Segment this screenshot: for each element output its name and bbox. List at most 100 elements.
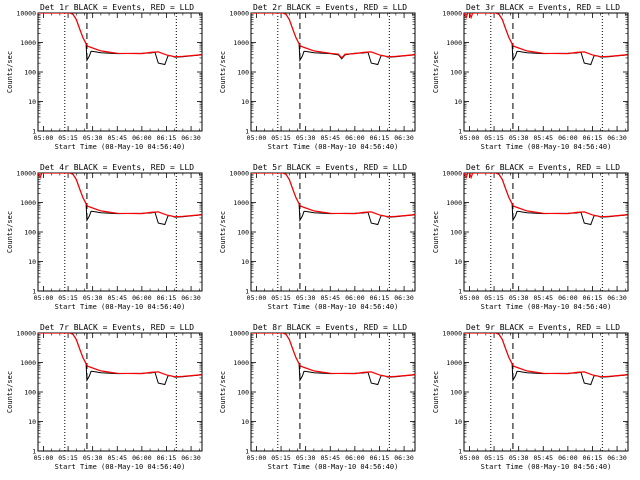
lld-line: [38, 13, 202, 58]
chart-panel-3: Det 3r BLACK = Events, RED = LLD 1 10 100 10…: [432, 3, 629, 151]
plot-frame: [250, 12, 416, 132]
x-tick-label: 06:15: [157, 454, 177, 462]
x-tick-label: 06:00: [345, 454, 365, 462]
x-tick-label: 05:30: [509, 454, 529, 462]
x-tick-label: 06:15: [370, 454, 390, 462]
lld-line: [464, 173, 628, 218]
x-tick-label: 06:00: [345, 134, 365, 142]
y-tick-label: 10: [28, 98, 36, 106]
x-tick-label: 06:00: [132, 294, 152, 302]
y-tick-label: 1: [458, 448, 462, 456]
y-tick-label: 10: [454, 258, 462, 266]
y-tick-label: 1000: [20, 39, 36, 47]
y-tick-label: 10000: [442, 330, 462, 338]
x-tick-label: 05:45: [533, 134, 553, 142]
plot-frame: [37, 12, 203, 132]
x-tick-label: 06:30: [181, 134, 201, 142]
y-tick-label: 100: [237, 69, 249, 77]
y-axis-label: Counts/sec: [219, 211, 227, 253]
x-tick-label: 06:30: [394, 294, 414, 302]
x-tick-label: 05:30: [296, 134, 316, 142]
plot-frame: [463, 332, 629, 452]
plot-frame: [463, 172, 629, 292]
x-tick-label: 05:15: [484, 454, 504, 462]
chart-panel-6: Det 6r BLACK = Events, RED = LLD 1 10 100 10…: [432, 163, 629, 311]
x-tick-label: 05:30: [83, 454, 103, 462]
x-tick-label: 06:30: [607, 294, 627, 302]
x-tick-label: 05:00: [247, 454, 267, 462]
y-tick-label: 100: [237, 229, 249, 237]
x-tick-label: 05:45: [107, 294, 127, 302]
x-tick-label: 06:15: [370, 294, 390, 302]
y-tick-label: 1: [245, 288, 249, 296]
x-tick-label: 06:30: [181, 294, 201, 302]
chart-title: Det 1r BLACK = Events, RED = LLD: [40, 3, 194, 12]
chart-panel-9: Det 9r BLACK = Events, RED = LLD 1 10 100 10…: [432, 323, 629, 471]
y-axis-label: Counts/sec: [6, 51, 14, 93]
x-tick-label: 05:00: [460, 454, 480, 462]
lld-line: [251, 333, 415, 378]
y-tick-label: 1000: [233, 359, 249, 367]
chart-title: Det 8r BLACK = Events, RED = LLD: [253, 323, 407, 332]
lld-line: [38, 333, 202, 378]
chart-panel-8: Det 8r BLACK = Events, RED = LLD 1 10 100 10…: [219, 323, 416, 471]
x-tick-label: 06:30: [394, 454, 414, 462]
x-tick-label: 06:00: [132, 134, 152, 142]
x-axis-label: Start Time (08-May-10 04:56:40): [55, 303, 186, 311]
x-tick-label: 05:45: [320, 134, 340, 142]
y-tick-label: 1000: [446, 39, 462, 47]
y-tick-label: 100: [24, 389, 36, 397]
x-tick-label: 05:15: [484, 294, 504, 302]
x-tick-label: 05:00: [34, 294, 54, 302]
x-tick-label: 06:15: [583, 294, 603, 302]
plot-frame: [250, 332, 416, 452]
x-tick-label: 05:45: [107, 454, 127, 462]
x-tick-label: 05:30: [509, 294, 529, 302]
x-tick-label: 05:15: [271, 454, 291, 462]
x-axis-label: Start Time (08-May-10 04:56:40): [55, 463, 186, 471]
y-tick-label: 1000: [20, 199, 36, 207]
y-tick-label: 1: [32, 128, 36, 136]
x-tick-label: 06:15: [583, 454, 603, 462]
plot-frame: [37, 172, 203, 292]
x-tick-label: 06:15: [157, 294, 177, 302]
plot-frame: [37, 332, 203, 452]
y-tick-label: 10: [28, 258, 36, 266]
y-axis-label: Counts/sec: [432, 51, 440, 93]
y-tick-label: 1: [245, 448, 249, 456]
y-tick-label: 1: [32, 288, 36, 296]
x-tick-label: 06:00: [558, 294, 578, 302]
chart-panel-7: Det 7r BLACK = Events, RED = LLD 1 10 100 10…: [6, 323, 203, 471]
y-axis-label: Counts/sec: [6, 211, 14, 253]
x-tick-label: 05:15: [271, 134, 291, 142]
y-tick-label: 1: [458, 288, 462, 296]
y-tick-label: 100: [450, 229, 462, 237]
y-tick-label: 10: [454, 98, 462, 106]
x-axis-label: Start Time (08-May-10 04:56:40): [268, 463, 399, 471]
x-tick-label: 05:00: [34, 454, 54, 462]
x-tick-label: 05:15: [58, 134, 78, 142]
x-tick-label: 06:00: [345, 294, 365, 302]
y-tick-label: 100: [450, 69, 462, 77]
x-tick-label: 06:00: [132, 454, 152, 462]
y-tick-label: 100: [24, 229, 36, 237]
x-axis-label: Start Time (08-May-10 04:56:40): [481, 303, 612, 311]
x-tick-label: 05:15: [484, 134, 504, 142]
x-tick-label: 05:00: [247, 134, 267, 142]
chart-title: Det 3r BLACK = Events, RED = LLD: [466, 3, 620, 12]
y-tick-label: 10000: [229, 170, 249, 178]
y-tick-label: 1: [32, 448, 36, 456]
x-tick-label: 05:45: [320, 454, 340, 462]
x-tick-label: 05:30: [83, 294, 103, 302]
chart-panel-4: Det 4r BLACK = Events, RED = LLD 1 10 100 10…: [6, 163, 203, 311]
y-tick-label: 10000: [16, 330, 36, 338]
chart-title: Det 6r BLACK = Events, RED = LLD: [466, 163, 620, 172]
plot-frame: [463, 12, 629, 132]
x-axis-label: Start Time (08-May-10 04:56:40): [481, 463, 612, 471]
y-tick-label: 100: [450, 389, 462, 397]
lld-line: [38, 173, 202, 218]
x-tick-label: 05:15: [58, 294, 78, 302]
x-tick-label: 05:00: [460, 294, 480, 302]
x-tick-label: 06:15: [583, 134, 603, 142]
x-tick-label: 05:30: [296, 294, 316, 302]
